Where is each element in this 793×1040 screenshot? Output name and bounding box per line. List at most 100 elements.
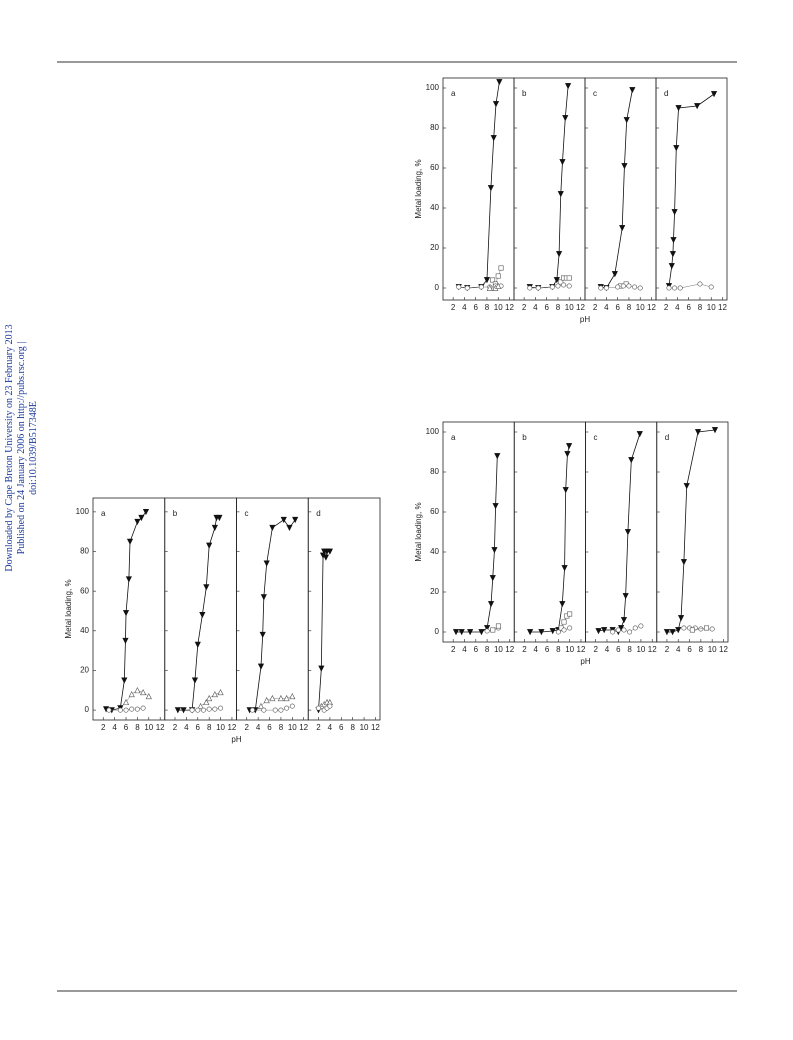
marker [615, 627, 621, 633]
marker [122, 637, 129, 644]
x-tick-label: 2 [173, 723, 178, 732]
marker [123, 707, 129, 713]
marker [315, 705, 321, 711]
y-tick-label: 60 [430, 163, 439, 172]
marker [566, 283, 572, 289]
marker [671, 209, 678, 216]
marker [269, 694, 276, 702]
marker [562, 115, 569, 122]
x-tick-label: 6 [267, 723, 272, 732]
marker [456, 284, 462, 290]
marker [636, 431, 643, 438]
marker [624, 529, 631, 536]
marker [675, 105, 682, 112]
marker [672, 285, 678, 291]
x-tick-label: 6 [544, 303, 549, 312]
marker [484, 625, 491, 632]
y-tick-label: 40 [430, 547, 439, 556]
marker [200, 707, 206, 713]
y-tick-label: 80 [430, 123, 439, 132]
x-axis-label: pH [580, 315, 590, 324]
series-line [458, 81, 500, 289]
marker [283, 694, 290, 702]
panel-frame [236, 497, 309, 721]
y-tick-label: 60 [80, 586, 89, 595]
marker [217, 688, 224, 696]
marker [142, 508, 150, 516]
x-tick-label: 4 [604, 303, 609, 312]
marker [478, 629, 485, 636]
marker [125, 576, 132, 583]
marker [711, 427, 719, 434]
y-tick-label: 40 [80, 626, 89, 635]
x-tick-label: 6 [545, 645, 550, 654]
x-tick-label: 2 [245, 723, 250, 732]
marker [670, 237, 677, 244]
marker [134, 706, 140, 712]
marker [603, 285, 609, 291]
x-tick-label: 8 [699, 645, 704, 654]
marker [595, 628, 602, 635]
marker [637, 285, 643, 291]
x-tick-label: 12 [156, 723, 165, 732]
x-tick-label: 12 [719, 645, 728, 654]
series-line [668, 93, 715, 287]
marker [490, 277, 496, 283]
x-tick-label: 10 [707, 303, 716, 312]
x-tick-label: 4 [462, 303, 467, 312]
marker [194, 641, 201, 648]
x-tick-label: 6 [687, 645, 692, 654]
y-axis-label: Metal loading, % [64, 579, 73, 638]
marker [535, 285, 541, 291]
y-tick-label: 20 [430, 587, 439, 596]
x-tick-label: 12 [505, 303, 514, 312]
marker [610, 629, 616, 635]
marker [318, 665, 325, 672]
marker [495, 273, 501, 279]
marker [567, 611, 573, 617]
y-tick-label: 40 [430, 203, 439, 212]
panel-frame [585, 421, 658, 643]
marker [180, 707, 187, 714]
panel-label: c [245, 509, 249, 518]
marker [598, 285, 604, 291]
x-tick-label: 2 [665, 645, 670, 654]
marker [629, 87, 636, 94]
marker [490, 627, 496, 633]
x-tick-label: 10 [360, 723, 369, 732]
marker [677, 615, 685, 622]
marker [565, 83, 572, 90]
series-line [318, 550, 330, 711]
marker [197, 702, 204, 710]
marker [289, 692, 296, 700]
marker [669, 251, 676, 258]
marker [140, 705, 146, 711]
marker [555, 251, 563, 258]
marker [122, 698, 130, 706]
marker [663, 629, 671, 636]
marker [484, 628, 490, 634]
x-tick-label: 6 [196, 723, 201, 732]
marker [126, 538, 134, 545]
marker [621, 163, 628, 170]
x-tick-label: 6 [473, 303, 478, 312]
marker [620, 283, 626, 289]
y-tick-label: 20 [430, 243, 439, 252]
marker [189, 707, 195, 713]
panel-frame [513, 77, 586, 301]
y-tick-label: 80 [80, 547, 89, 556]
x-tick-label: 10 [708, 645, 717, 654]
marker [134, 518, 141, 526]
panel-label: a [451, 433, 456, 442]
x-tick-label: 6 [615, 303, 620, 312]
marker [559, 159, 566, 166]
x-tick-label: 10 [216, 723, 225, 732]
marker [128, 690, 135, 698]
panel-label: b [173, 509, 178, 518]
y-axis-label: Metal loading, % [414, 502, 423, 561]
y-tick-label: 0 [435, 283, 440, 292]
marker [203, 698, 210, 706]
marker [121, 677, 128, 684]
x-tick-label: 2 [522, 645, 527, 654]
x-tick-label: 8 [698, 303, 703, 312]
